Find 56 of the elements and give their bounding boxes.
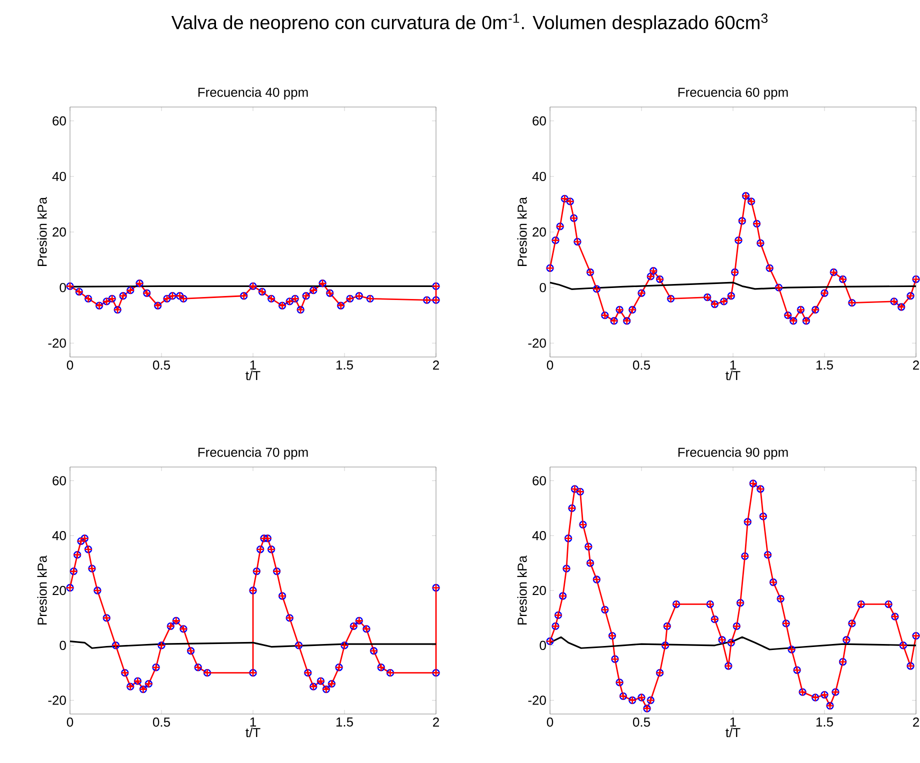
x-tick-label: 0.5 bbox=[152, 718, 170, 727]
x-tick-label: 0 bbox=[66, 718, 74, 727]
x-axis-title: t/T bbox=[726, 370, 740, 380]
x-tick-label: 1.5 bbox=[816, 360, 833, 370]
x-tick-label: 0 bbox=[546, 718, 554, 727]
y-tick-label: -20 bbox=[528, 338, 546, 348]
y-tick-label: 40 bbox=[52, 531, 66, 540]
x-axis-title: t/T bbox=[246, 370, 260, 380]
y-tick-label: 20 bbox=[532, 227, 546, 237]
x-tick-label: 0 bbox=[66, 360, 74, 370]
y-tick-label: 60 bbox=[52, 476, 66, 486]
x-tick-label: 0 bbox=[546, 360, 554, 370]
y-axis-title: Presion kPa bbox=[37, 555, 47, 624]
x-tick-label: 2 bbox=[433, 360, 439, 370]
line-series bbox=[69, 640, 437, 649]
y-tick-label: 40 bbox=[52, 172, 66, 182]
x-tick-label: 2 bbox=[433, 718, 439, 727]
line-series bbox=[549, 282, 917, 290]
chart-title: Frecuencia 60 ppm bbox=[678, 87, 788, 100]
y-tick-label: 60 bbox=[52, 116, 66, 126]
chart-title: Frecuencia 90 ppm bbox=[678, 447, 788, 460]
x-tick-label: 0.5 bbox=[632, 718, 650, 727]
y-tick-label: -20 bbox=[528, 696, 546, 705]
x-tick-label: 2 bbox=[913, 718, 919, 727]
line-series bbox=[549, 636, 917, 650]
x-tick-label: 0.5 bbox=[152, 360, 170, 370]
x-axis-title: t/T bbox=[726, 728, 740, 738]
y-tick-label: 60 bbox=[532, 116, 546, 126]
x-axis-title: t/T bbox=[246, 728, 260, 738]
y-tick-label: 20 bbox=[532, 586, 546, 596]
y-tick-label: 0 bbox=[540, 282, 546, 292]
y-axis-title: Presion kPa bbox=[517, 555, 527, 624]
y-axis-title: Presion kPa bbox=[37, 196, 47, 266]
chart-title: Frecuencia 40 ppm bbox=[198, 87, 308, 100]
x-tick-label: 1.5 bbox=[816, 718, 833, 727]
x-tick-label: 0.5 bbox=[632, 360, 650, 370]
x-tick-label: 1 bbox=[250, 718, 256, 726]
y-tick-label: 60 bbox=[532, 476, 546, 486]
y-tick-label: -20 bbox=[48, 338, 66, 348]
x-tick-label: 1.5 bbox=[336, 718, 353, 727]
chart-title: Frecuencia 70 ppm bbox=[198, 447, 308, 460]
y-tick-label: 0 bbox=[540, 640, 546, 650]
x-tick-label: 1 bbox=[250, 360, 256, 370]
y-tick-label: 40 bbox=[532, 172, 546, 182]
y-tick-label: 20 bbox=[52, 227, 66, 237]
x-tick-label: 1.5 bbox=[336, 360, 353, 370]
y-tick-label: 20 bbox=[52, 586, 66, 596]
y-tick-label: 40 bbox=[532, 531, 546, 540]
y-tick-label: 0 bbox=[60, 282, 66, 292]
x-tick-label: 2 bbox=[913, 360, 919, 370]
y-tick-label: -20 bbox=[48, 696, 66, 705]
x-tick-label: 1 bbox=[730, 360, 736, 370]
x-tick-label: 1 bbox=[730, 718, 736, 726]
y-axis-title: Presion kPa bbox=[517, 196, 527, 266]
text: Valva de neopreno con curvatura de 0m$^{-1}$. Volumen desplazado 60cm$^{3}$ bbox=[171, 14, 768, 34]
y-tick-label: 0 bbox=[60, 640, 66, 650]
